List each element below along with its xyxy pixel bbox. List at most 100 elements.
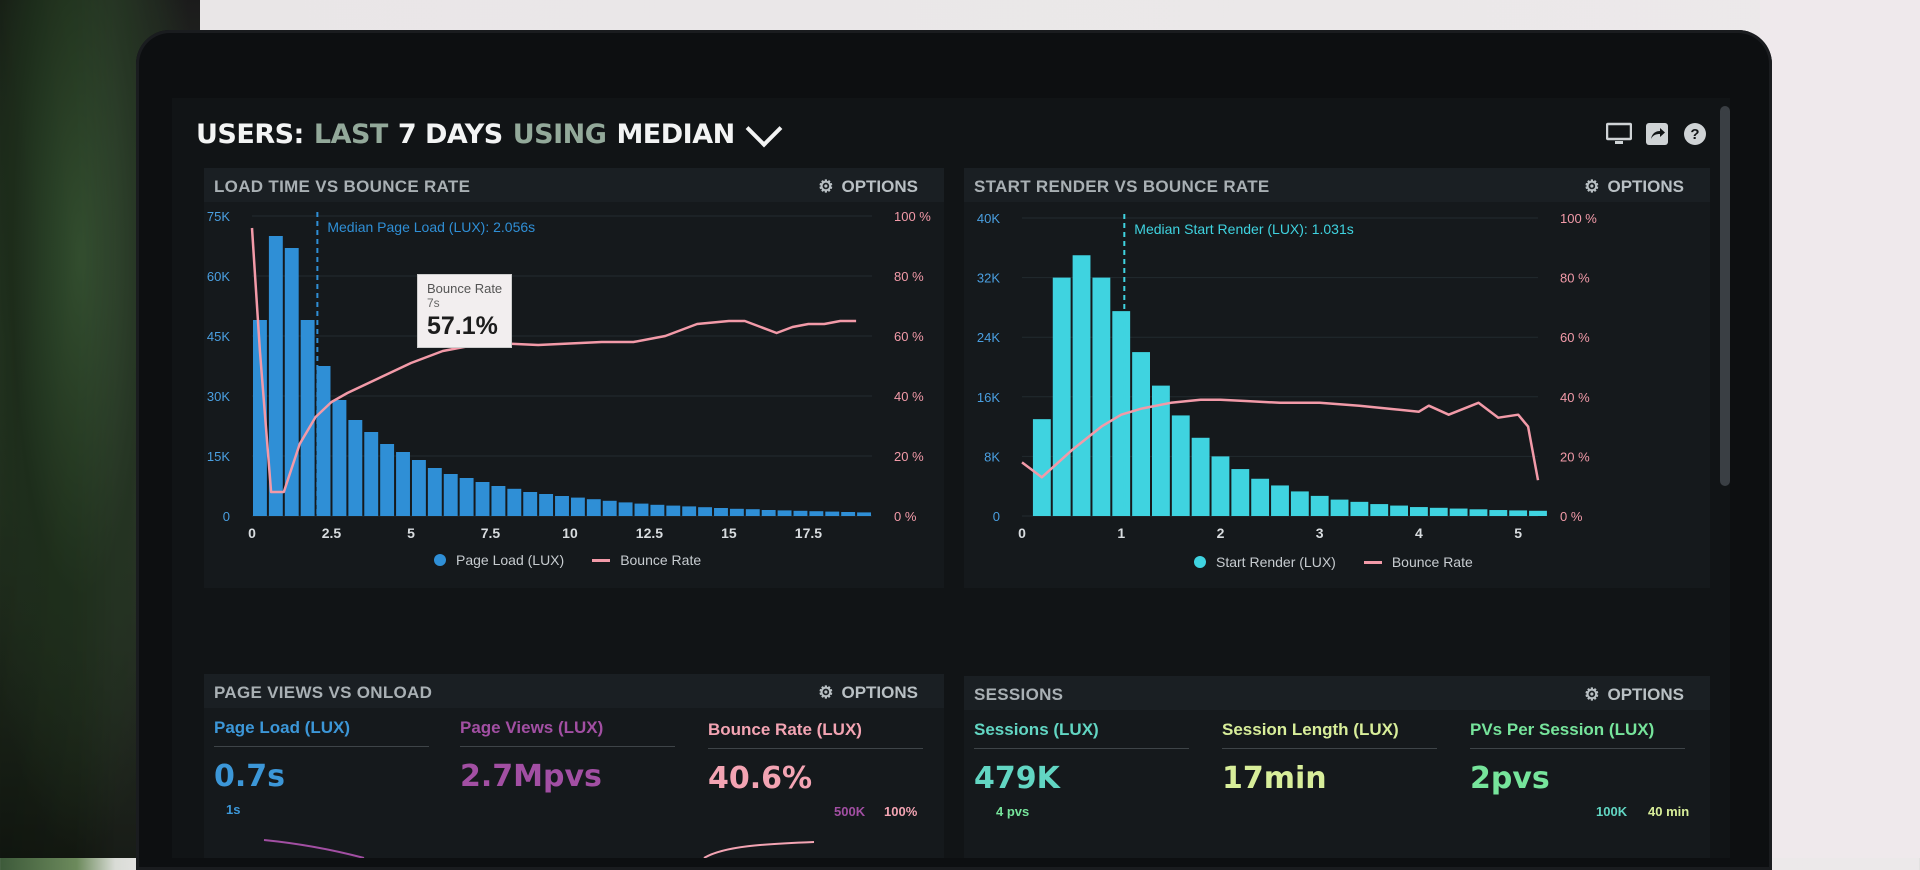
- legend-swatch-bars: [434, 554, 446, 566]
- bar: [444, 474, 458, 516]
- stat-label: Session Length (LUX): [1222, 720, 1437, 749]
- bar: [857, 512, 871, 516]
- panel-title: SESSIONS: [974, 685, 1063, 705]
- legend: Page Load (LUX) Bounce Rate: [434, 552, 701, 568]
- x-tick-label: 5: [1514, 525, 1522, 541]
- bar: [491, 486, 505, 516]
- bar: [523, 492, 537, 516]
- title-users: USERS:: [196, 119, 304, 150]
- bar: [1092, 278, 1110, 516]
- title-period[interactable]: 7 DAYS: [398, 119, 503, 150]
- bar: [507, 489, 521, 516]
- bar: [539, 494, 553, 516]
- options-button[interactable]: ⚙ OPTIONS: [1584, 685, 1684, 705]
- y-tick-label-right: 100 %: [1560, 211, 1597, 226]
- tooltip: Bounce Rate 7s 57.1%: [417, 274, 512, 348]
- bar: [603, 501, 617, 516]
- legend-swatch-bars: [1194, 556, 1206, 568]
- bar: [285, 248, 299, 516]
- y-tick-label-right: 20 %: [1560, 449, 1590, 464]
- bar: [1489, 510, 1507, 516]
- panel-start-render: START RENDER VS BOUNCE RATE ⚙ OPTIONS 0 8K…: [964, 168, 1710, 588]
- y-tick-label-right: 60 %: [1560, 330, 1590, 345]
- svg-text:?: ?: [1690, 126, 1699, 143]
- share-icon[interactable]: [1644, 122, 1670, 146]
- panel-header: SESSIONS ⚙ OPTIONS: [964, 676, 1710, 710]
- y-tick-label-right: 100 %: [894, 209, 931, 224]
- stat-label: PVs Per Session (LUX): [1470, 720, 1685, 749]
- bar: [635, 504, 649, 516]
- tooltip-value: 57.1%: [427, 312, 502, 341]
- bar: [746, 509, 760, 516]
- y-tick-label-right: 0 %: [894, 509, 917, 524]
- stat-session-length[interactable]: Session Length (LUX) 17min: [1222, 720, 1437, 796]
- bar: [364, 432, 378, 516]
- y-tick-label-left: 0: [223, 509, 230, 524]
- y-tick-label-right: 20 %: [894, 449, 924, 464]
- bar: [619, 502, 633, 516]
- scrollbar[interactable]: [1720, 106, 1730, 486]
- bar: [1311, 496, 1329, 516]
- stat-value: 479K: [974, 761, 1189, 796]
- bar: [1212, 456, 1230, 516]
- sparkline-page-views: [264, 840, 364, 858]
- title-metric[interactable]: MEDIAN: [616, 119, 734, 150]
- y-tick-label-right: 80 %: [894, 269, 924, 284]
- panel-page-views: PAGE VIEWS VS ONLOAD ⚙ OPTIONS Page Load …: [204, 674, 944, 858]
- legend: Start Render (LUX) Bounce Rate: [1194, 554, 1473, 570]
- bar: [301, 320, 315, 516]
- bar: [762, 510, 776, 516]
- background-wall: [1760, 0, 1920, 858]
- bar: [476, 482, 490, 516]
- chevron-down-icon[interactable]: [745, 111, 782, 148]
- tooltip-label: Bounce Rate: [427, 281, 502, 296]
- x-tick-label: 4: [1415, 525, 1423, 541]
- chart-start-render: 08K16K24K32K40K0 %20 %40 %60 %80 %100 %0…: [964, 168, 1710, 588]
- gear-icon: ⚙: [1584, 685, 1599, 704]
- legend-bars[interactable]: Page Load (LUX): [456, 552, 564, 568]
- x-tick-label: 2.5: [322, 525, 342, 541]
- y-tick-label-right: 80 %: [1560, 271, 1590, 286]
- median-label: Median Start Render (LUX): 1.031s: [1134, 221, 1353, 237]
- y-tick-label-left: 75K: [207, 209, 230, 224]
- bar: [428, 468, 442, 516]
- bar: [1192, 438, 1210, 516]
- bar: [666, 506, 680, 516]
- legend-bars[interactable]: Start Render (LUX): [1216, 554, 1336, 570]
- median-label: Median Page Load (LUX): 2.056s: [327, 219, 535, 235]
- x-tick-label: 3: [1316, 525, 1324, 541]
- y-tick-label-right: 40 %: [1560, 390, 1590, 405]
- y-tick-label-left: 15K: [207, 449, 230, 464]
- y-tick-label-left: 0: [993, 509, 1000, 524]
- legend-swatch-line: [592, 559, 610, 562]
- bar: [1053, 278, 1071, 516]
- stat-sessions[interactable]: Sessions (LUX) 479K: [974, 720, 1189, 796]
- bar: [1370, 504, 1388, 516]
- bar: [317, 366, 331, 516]
- bar: [1271, 485, 1289, 516]
- bar: [1410, 507, 1428, 516]
- bar: [412, 460, 426, 516]
- x-tick-label: 0: [248, 525, 256, 541]
- y-tick-label-right: 0 %: [1560, 509, 1583, 524]
- x-tick-label: 2: [1217, 525, 1225, 541]
- bar: [730, 509, 744, 516]
- y-tick-label-left: 40K: [977, 211, 1000, 226]
- legend-line[interactable]: Bounce Rate: [1392, 554, 1473, 570]
- legend-line[interactable]: Bounce Rate: [620, 552, 701, 568]
- sparkline-axis-label-right-2: 40 min: [1648, 804, 1689, 819]
- monitor-icon[interactable]: [1606, 122, 1632, 146]
- bar: [555, 496, 569, 516]
- page-title[interactable]: USERS: LAST 7 DAYS USING MEDIAN: [196, 114, 777, 154]
- bar: [1509, 510, 1527, 516]
- stat-value: 17min: [1222, 761, 1437, 796]
- stat-pvs-per-session[interactable]: PVs Per Session (LUX) 2pvs: [1470, 720, 1685, 796]
- bar: [460, 478, 474, 516]
- y-tick-label-left: 24K: [977, 330, 1000, 345]
- bar: [682, 506, 696, 516]
- help-icon[interactable]: ?: [1682, 122, 1708, 146]
- chart-load-time: 015K30K45K60K75K0 %20 %40 %60 %80 %100 %…: [204, 168, 944, 588]
- bar: [698, 507, 712, 516]
- bar: [332, 400, 346, 516]
- bar: [1331, 500, 1349, 516]
